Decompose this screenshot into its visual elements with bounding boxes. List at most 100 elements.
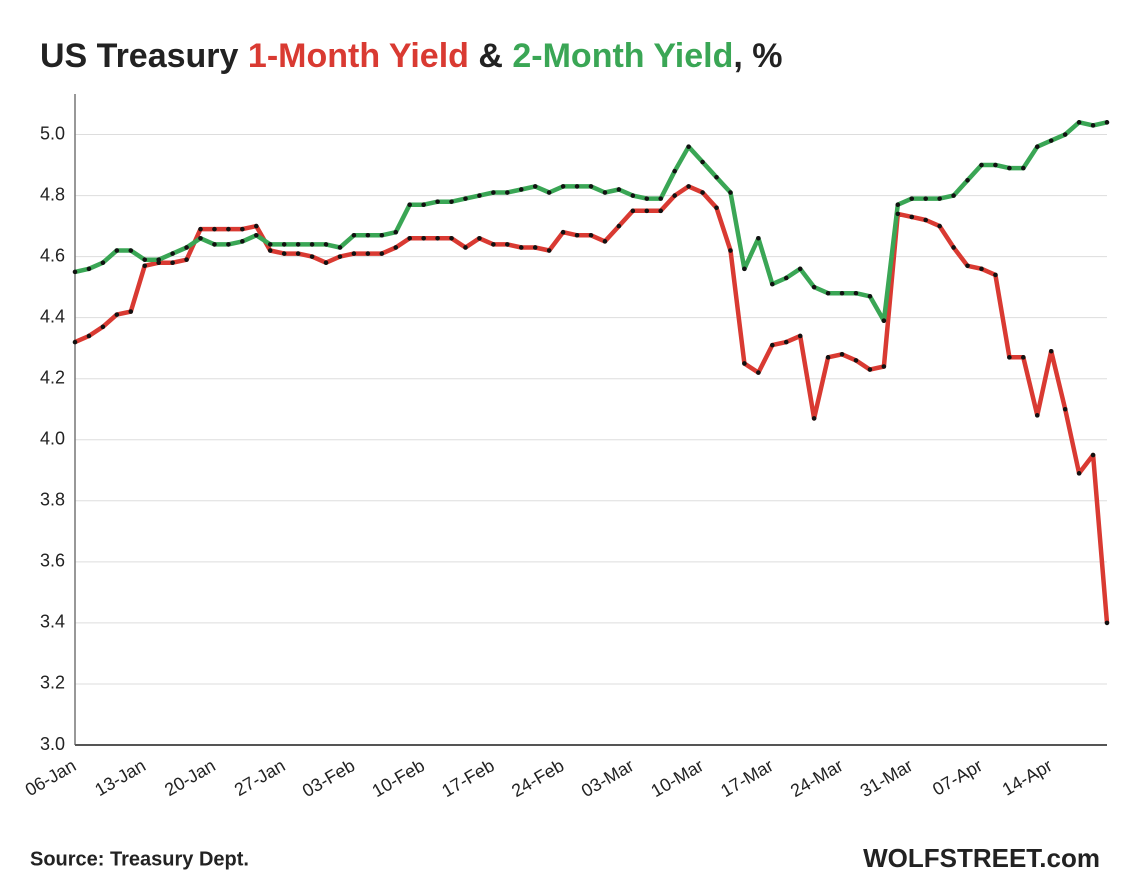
source: Source: Treasury Dept. <box>30 848 249 870</box>
data-point <box>1034 144 1040 150</box>
data-point <box>170 260 175 266</box>
data-point <box>170 251 175 256</box>
data-point <box>686 144 691 150</box>
y-tick-label: 3.0 <box>40 734 65 754</box>
data-point <box>518 187 524 192</box>
data-point <box>560 184 566 189</box>
data-point <box>728 248 733 253</box>
data-point <box>114 312 120 317</box>
data-point <box>979 162 984 168</box>
data-point <box>184 245 189 250</box>
data-point <box>393 229 399 235</box>
title-series-1: 1-Month Yield <box>248 37 469 75</box>
data-point <box>449 236 454 241</box>
data-point <box>86 266 92 272</box>
data-point <box>602 190 608 195</box>
data-point <box>407 202 413 208</box>
data-point <box>1076 471 1082 476</box>
y-tick-label: 4.8 <box>40 184 65 204</box>
data-point <box>951 245 956 250</box>
y-tick-label: 4.4 <box>40 306 65 326</box>
data-point <box>993 272 998 278</box>
data-point <box>142 257 148 262</box>
data-point <box>965 178 970 183</box>
data-point <box>574 232 580 238</box>
data-point <box>728 190 733 195</box>
data-point <box>156 257 161 262</box>
series-line <box>74 184 1110 624</box>
x-tick-label: 27-Jan <box>231 755 289 800</box>
data-point <box>1007 355 1012 360</box>
data-point <box>839 351 845 357</box>
data-point <box>881 318 887 324</box>
data-point <box>1090 452 1096 458</box>
data-point <box>309 242 315 247</box>
data-point <box>1048 138 1054 143</box>
data-point <box>267 242 273 247</box>
data-point <box>435 236 440 241</box>
data-point <box>491 190 496 195</box>
data-point <box>658 208 664 214</box>
data-point <box>965 263 970 269</box>
data-point <box>226 242 231 247</box>
data-point <box>281 242 287 247</box>
data-point <box>923 196 929 201</box>
data-point <box>449 199 454 204</box>
x-tick-label: 31-Mar <box>857 755 916 801</box>
y-tick-label: 3.6 <box>40 551 65 571</box>
data-point <box>323 260 329 266</box>
data-point <box>783 339 789 345</box>
data-point <box>909 214 915 220</box>
data-point <box>365 232 371 238</box>
data-point <box>463 196 468 201</box>
brand: WOLFSTREET.com <box>863 843 1100 873</box>
data-point <box>1076 120 1082 125</box>
data-point <box>1062 406 1068 412</box>
title-join: & <box>478 37 503 75</box>
data-point <box>295 251 301 256</box>
data-point <box>72 269 78 275</box>
data-point <box>128 248 134 253</box>
data-point <box>421 236 426 241</box>
data-point <box>616 187 622 192</box>
data-point <box>700 159 705 165</box>
data-point <box>756 370 761 375</box>
data-point <box>532 245 538 250</box>
data-point <box>421 202 426 208</box>
data-point <box>937 223 942 229</box>
data-point <box>379 232 385 238</box>
data-point <box>644 208 650 214</box>
y-tick-label: 4.0 <box>40 429 65 449</box>
y-tick-label: 3.2 <box>40 673 65 693</box>
data-point <box>1048 348 1054 354</box>
x-tick-label: 14-Apr <box>999 755 1056 799</box>
data-point <box>686 184 691 189</box>
y-tick-label: 4.2 <box>40 367 65 387</box>
data-point <box>505 242 510 247</box>
data-point <box>923 217 929 223</box>
data-point <box>114 248 120 253</box>
data-point <box>295 242 301 247</box>
data-point <box>184 257 189 262</box>
data-point <box>630 193 636 198</box>
data-point <box>602 239 608 244</box>
data-point <box>769 281 775 287</box>
data-point <box>100 260 106 266</box>
data-point <box>198 236 203 241</box>
data-point <box>309 254 315 259</box>
data-point <box>811 416 817 421</box>
data-point <box>588 184 594 189</box>
x-tick-label: 13-Jan <box>91 755 149 800</box>
data-point <box>560 229 566 235</box>
data-point <box>142 263 148 269</box>
data-point <box>895 202 901 208</box>
data-point <box>881 364 887 369</box>
data-point <box>895 211 901 217</box>
data-point <box>86 333 92 339</box>
data-point <box>811 284 817 290</box>
data-point <box>253 223 259 229</box>
data-point <box>198 226 203 232</box>
data-point <box>240 226 245 232</box>
data-point <box>993 162 998 168</box>
x-tick-label: 10-Feb <box>369 755 428 801</box>
